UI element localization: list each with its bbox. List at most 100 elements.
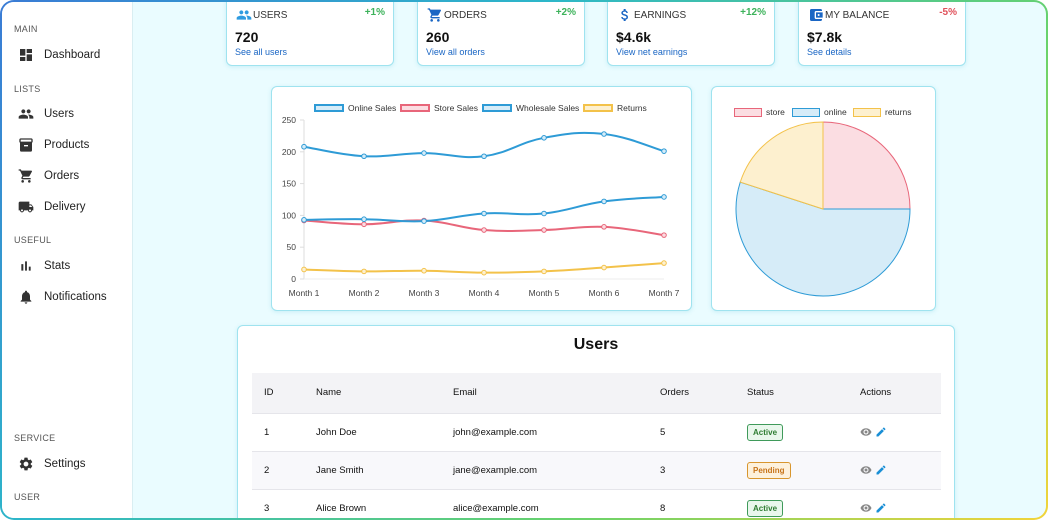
widget-link[interactable]: View net earnings [616, 47, 688, 57]
widget-link[interactable]: View all orders [426, 47, 485, 57]
pie-slice-store [822, 121, 911, 210]
data-point-online-sales [421, 150, 427, 156]
header-id[interactable]: ID [252, 373, 304, 414]
legend-store-sales[interactable]: Store Sales [400, 103, 478, 113]
cell-name: Jane Smith [304, 451, 441, 490]
widget-link[interactable]: See all users [235, 47, 288, 57]
pie-chart [735, 121, 911, 297]
data-point-online-sales [301, 143, 307, 150]
legend-swatch [314, 104, 344, 112]
x-tick-label: Month 5 [529, 288, 560, 298]
legend-store[interactable]: store [734, 107, 785, 117]
legend-label: store [766, 107, 785, 117]
edit-icon[interactable] [875, 464, 887, 476]
widget-users: USERS +1% 720 See all users [226, 2, 394, 66]
cell-email: john@example.com [441, 413, 648, 452]
sidebar-item-label: Settings [44, 458, 86, 470]
widget-orders: ORDERS +2% 260 View all orders [417, 2, 585, 66]
sidebar-section-user: USER [14, 492, 41, 502]
y-tick-label: 100 [282, 210, 296, 220]
legend-swatch [734, 107, 762, 117]
legend-returns[interactable]: Returns [583, 103, 647, 113]
data-point-store-sales [541, 227, 547, 233]
sidebar: MAIN Dashboard LISTS Users Products Orde… [2, 2, 133, 518]
data-point-online-sales [601, 131, 607, 137]
cell-status: Active [735, 489, 848, 518]
data-point-returns [601, 264, 607, 271]
data-point-online-sales [541, 135, 547, 141]
widget-percentage: +12% [740, 7, 766, 18]
data-point-online-sales [361, 153, 367, 160]
data-point-wholesale-sales [481, 210, 487, 217]
cell-name: John Doe [304, 413, 441, 452]
legend-returns[interactable]: returns [853, 107, 911, 117]
pie-chart-panel: store online returns [711, 86, 936, 311]
widget-title: ORDERS [444, 10, 487, 21]
status-badge: Active [747, 423, 784, 441]
dashboard-icon [20, 49, 32, 61]
data-point-wholesale-sales [601, 198, 607, 205]
legend-wholesale-sales[interactable]: Wholesale Sales [482, 103, 579, 113]
table-row: 1 John Doe john@example.com 5 Active [252, 413, 941, 452]
data-point-returns [361, 268, 367, 275]
sidebar-item-delivery[interactable]: Delivery [18, 197, 86, 217]
y-tick-label: 200 [282, 147, 296, 157]
sidebar-section-useful: USEFUL [14, 235, 52, 245]
status-badge: Pending [747, 461, 791, 479]
status-badge: Active [747, 499, 784, 517]
cell-email: alice@example.com [441, 489, 648, 518]
edit-icon[interactable] [875, 426, 887, 438]
widget-percentage: +1% [364, 7, 385, 18]
header-email[interactable]: Email [441, 373, 648, 414]
legend-online-sales[interactable]: Online Sales [314, 103, 396, 113]
data-point-wholesale-sales [541, 210, 547, 217]
legend-swatch [482, 104, 512, 112]
header-orders[interactable]: Orders [648, 373, 735, 414]
sidebar-item-stats[interactable]: Stats [18, 256, 70, 276]
edit-icon[interactable] [875, 502, 887, 514]
sidebar-item-products[interactable]: Products [18, 135, 89, 155]
widget-earnings: EARNINGS +12% $4.6k View net earnings [607, 2, 775, 66]
y-tick-label: 250 [282, 115, 296, 125]
sidebar-item-label: Orders [44, 170, 80, 182]
widget-link[interactable]: See details [807, 47, 852, 57]
y-tick-label: 0 [291, 274, 296, 284]
cell-id: 1 [252, 413, 304, 452]
table-row: 3 Alice Brown alice@example.com 8 Active [252, 489, 941, 518]
eye-icon[interactable] [860, 464, 872, 476]
legend-label: Store Sales [434, 103, 478, 113]
sidebar-item-settings[interactable]: Settings [18, 454, 86, 474]
legend-label: online [824, 107, 847, 117]
sidebar-item-label: Dashboard [44, 49, 101, 61]
header-name[interactable]: Name [304, 373, 441, 414]
cell-actions [848, 489, 941, 518]
legend-label: Wholesale Sales [516, 103, 580, 113]
eye-icon[interactable] [860, 426, 872, 438]
sidebar-item-notifications[interactable]: Notifications [18, 287, 107, 307]
cell-id: 3 [252, 489, 304, 518]
users-table: ID Name Email Orders Status Actions 1 Jo… [252, 373, 941, 518]
sidebar-item-orders[interactable]: Orders [18, 166, 79, 186]
legend-online[interactable]: online [792, 107, 847, 117]
data-point-returns [421, 267, 427, 274]
data-point-store-sales [601, 224, 607, 230]
y-tick-label: 50 [287, 242, 297, 252]
sidebar-item-dashboard[interactable]: Dashboard [18, 45, 100, 65]
legend-label: returns [885, 107, 912, 117]
sidebar-section-main: MAIN [14, 24, 38, 34]
series-line-wholesale-sales [303, 195, 665, 223]
cell-actions [848, 451, 941, 490]
eye-icon[interactable] [860, 502, 872, 514]
data-point-returns [661, 260, 667, 266]
cell-email: jane@example.com [441, 451, 648, 490]
users-table-panel: Users ID Name Email Orders Status Action… [237, 325, 955, 518]
cart-icon [18, 169, 33, 183]
sidebar-item-users[interactable]: Users [18, 104, 74, 124]
table-row: 2 Jane Smith jane@example.com 3 Pending [252, 451, 941, 490]
data-point-store-sales [661, 232, 667, 238]
pie-slice-online [735, 181, 911, 297]
series-line-online-sales [303, 131, 665, 159]
data-point-store-sales [361, 221, 367, 228]
header-status[interactable]: Status [735, 373, 848, 414]
cell-orders: 3 [648, 451, 735, 490]
